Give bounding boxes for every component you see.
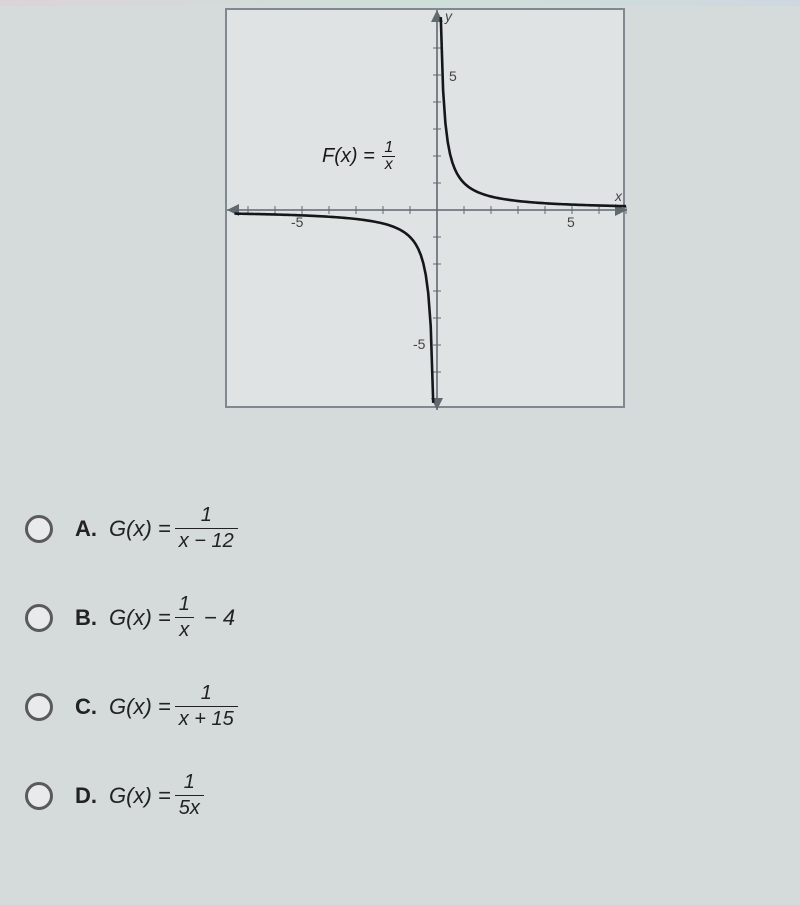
radio-b[interactable] — [25, 604, 53, 632]
option-d-letter: D. — [75, 783, 97, 809]
option-b-letter: B. — [75, 605, 97, 631]
x-tick-pos5: 5 — [567, 214, 575, 230]
y-tick-pos5: 5 — [449, 68, 457, 84]
function-label-fraction: 1x — [382, 140, 395, 173]
option-a[interactable]: A. G(x) = 1 x − 12 — [25, 505, 625, 552]
option-a-frac: 1 x − 12 — [175, 505, 238, 552]
option-d-num: 1 — [175, 772, 204, 796]
decorative-band — [0, 0, 800, 6]
graph-panel: F(x) = 1x y x -5 5 5 -5 — [225, 8, 625, 408]
function-label: F(x) = 1x — [322, 140, 395, 173]
option-b-eq: G(x) = 1 x − 4 — [109, 594, 235, 641]
option-c[interactable]: C. G(x) = 1 x + 15 — [25, 683, 625, 730]
option-d-den: 5x — [175, 796, 204, 819]
option-b-lhs: G(x) = — [109, 605, 171, 631]
radio-d[interactable] — [25, 782, 53, 810]
x-axis-label: x — [615, 188, 622, 204]
graph-svg — [227, 10, 627, 410]
option-a-den: x − 12 — [175, 529, 238, 552]
x-tick-neg5: -5 — [291, 214, 303, 230]
option-a-letter: A. — [75, 516, 97, 542]
radio-c[interactable] — [25, 693, 53, 721]
option-d-lhs: G(x) = — [109, 783, 171, 809]
radio-a[interactable] — [25, 515, 53, 543]
function-label-num: 1 — [382, 140, 395, 157]
option-b[interactable]: B. G(x) = 1 x − 4 — [25, 594, 625, 641]
option-c-letter: C. — [75, 694, 97, 720]
option-d-frac: 1 5x — [175, 772, 204, 819]
y-axis-label: y — [445, 8, 452, 24]
option-c-num: 1 — [175, 683, 238, 707]
function-label-prefix: F(x) = — [322, 145, 380, 167]
option-a-num: 1 — [175, 505, 238, 529]
option-d[interactable]: D. G(x) = 1 5x — [25, 772, 625, 819]
option-b-frac: 1 x — [175, 594, 194, 641]
function-label-den: x — [382, 157, 395, 173]
option-a-eq: G(x) = 1 x − 12 — [109, 505, 248, 552]
option-d-eq: G(x) = 1 5x — [109, 772, 214, 819]
option-c-eq: G(x) = 1 x + 15 — [109, 683, 248, 730]
option-c-den: x + 15 — [175, 707, 238, 730]
y-tick-neg5: -5 — [413, 336, 425, 352]
option-a-lhs: G(x) = — [109, 516, 171, 542]
answer-options: A. G(x) = 1 x − 12 B. G(x) = 1 x − 4 C. … — [25, 505, 625, 861]
option-b-num: 1 — [175, 594, 194, 618]
option-c-lhs: G(x) = — [109, 694, 171, 720]
option-b-den: x — [175, 618, 194, 641]
option-c-frac: 1 x + 15 — [175, 683, 238, 730]
option-b-tail: − 4 — [204, 605, 235, 631]
